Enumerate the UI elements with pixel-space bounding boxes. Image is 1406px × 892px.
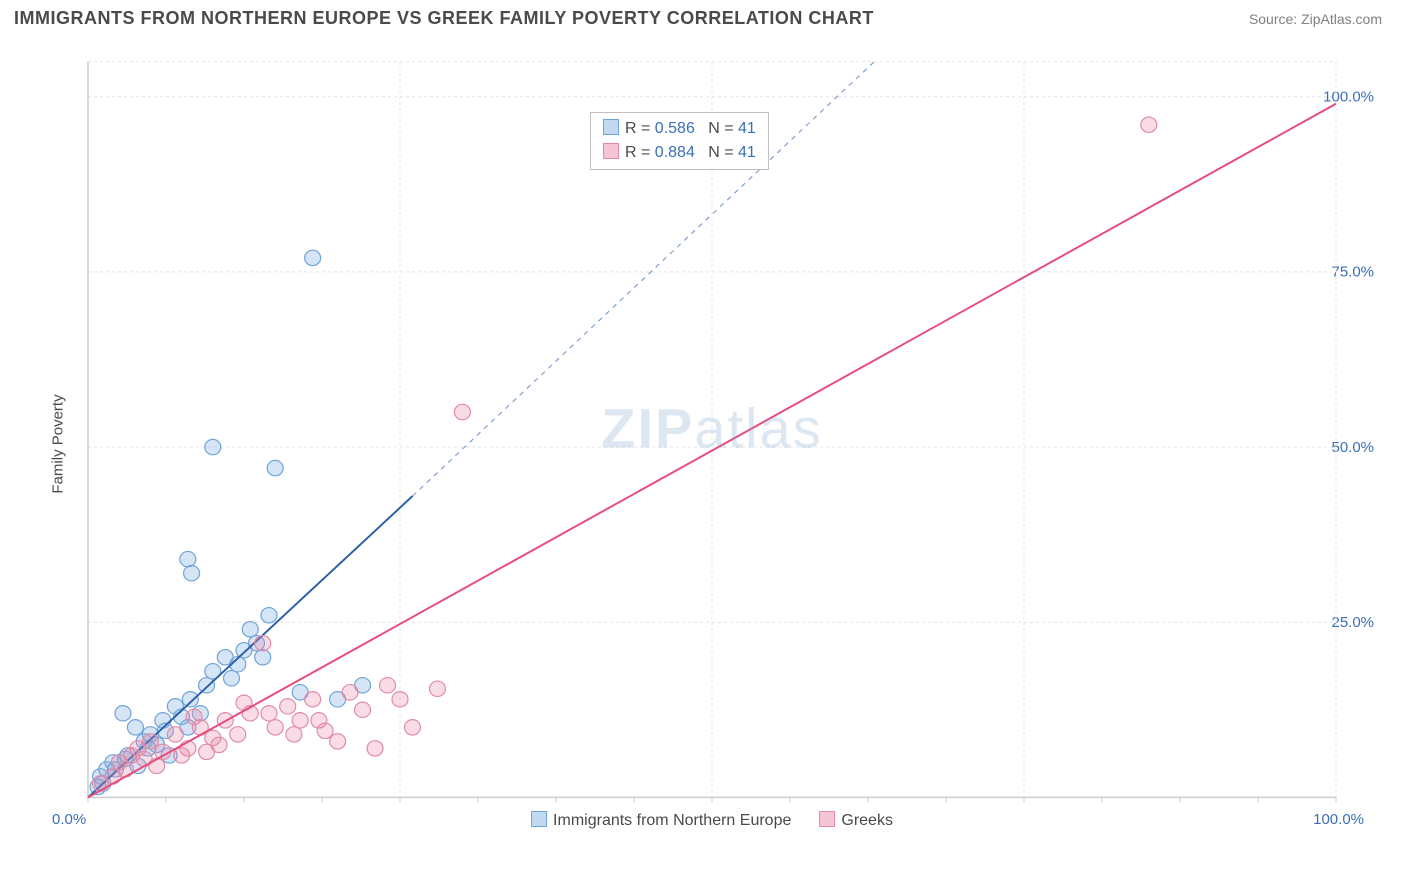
- series-swatch-icon: [531, 811, 547, 827]
- series-swatch-icon: [819, 811, 835, 827]
- n-value: 41: [738, 144, 756, 161]
- n-label: N =: [708, 144, 738, 161]
- x-axis-max-label: 100.0%: [1313, 811, 1364, 828]
- r-value: 0.586: [655, 120, 695, 137]
- page-title: IMMIGRANTS FROM NORTHERN EUROPE VS GREEK…: [14, 8, 874, 29]
- legend-label: Greeks: [841, 812, 893, 829]
- legend-label: Immigrants from Northern Europe: [553, 812, 791, 829]
- svg-text:100.0%: 100.0%: [1323, 90, 1374, 106]
- svg-text:50.0%: 50.0%: [1331, 440, 1374, 456]
- source-prefix: Source:: [1249, 11, 1301, 27]
- chart-container: Family Poverty 25.0%50.0%75.0%100.0% ZIP…: [48, 54, 1376, 834]
- correlation-stats-legend: R = 0.586 N = 41R = 0.884 N = 41: [590, 112, 769, 170]
- source-attribution: Source: ZipAtlas.com: [1249, 11, 1382, 27]
- source-link[interactable]: ZipAtlas.com: [1301, 11, 1382, 27]
- scatter-plot: 25.0% 50.0% 75.0% 100.0%: [48, 54, 1376, 834]
- series-swatch-icon: [603, 143, 619, 159]
- r-label: R =: [625, 144, 655, 161]
- r-label: R =: [625, 120, 655, 137]
- x-axis-origin-label: 0.0%: [52, 811, 86, 828]
- stats-row: R = 0.884 N = 41: [603, 141, 756, 165]
- legend-item: Greeks: [819, 811, 893, 830]
- series-swatch-icon: [603, 119, 619, 135]
- svg-text:25.0%: 25.0%: [1331, 615, 1374, 631]
- r-value: 0.884: [655, 144, 695, 161]
- header: IMMIGRANTS FROM NORTHERN EUROPE VS GREEK…: [0, 0, 1406, 29]
- legend-item: Immigrants from Northern Europe: [531, 811, 791, 830]
- stats-row: R = 0.586 N = 41: [603, 117, 756, 141]
- svg-text:75.0%: 75.0%: [1331, 265, 1374, 281]
- n-value: 41: [738, 120, 756, 137]
- n-label: N =: [708, 120, 738, 137]
- series-legend: Immigrants from Northern Europe Greeks: [531, 811, 893, 830]
